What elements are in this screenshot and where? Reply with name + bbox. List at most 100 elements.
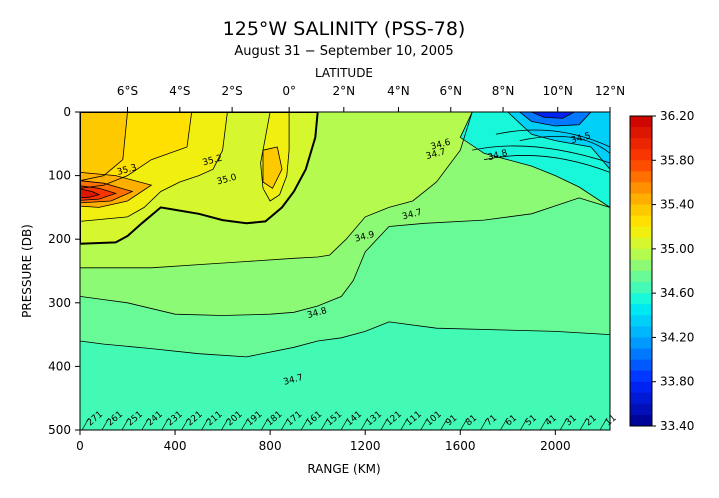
colorbar-band-9 <box>630 215 652 228</box>
colorbar-frame <box>629 115 653 427</box>
colorbar-band-10 <box>630 226 652 239</box>
contour-line-14 <box>459 112 610 208</box>
y-tick-label-1: 100 <box>48 169 71 183</box>
colorbar-band-2 <box>630 138 652 150</box>
contour-line-1 <box>80 112 610 358</box>
colorbar-band-19 <box>630 326 652 338</box>
colorbar-tick-label-5: 34.20 <box>660 330 694 344</box>
colorbar-band-1 <box>630 127 652 139</box>
station-marker-4 <box>161 417 169 431</box>
x-tick-label-1: 400 <box>164 439 187 453</box>
station-marker-3 <box>141 417 150 431</box>
axes: 0 400 800 1200 1600 2000 0 100 200 300 400 500 6°S 4°… <box>48 84 625 453</box>
chart-subtitle: August 31 − September 10, 2005 <box>234 44 453 59</box>
contour-line-10 <box>80 171 153 208</box>
colorbar-band-17 <box>630 304 652 316</box>
station-marker-16 <box>400 417 409 431</box>
station-marker-24 <box>559 417 568 431</box>
station-marker-20 <box>480 417 488 431</box>
front-contour-line-3 <box>483 155 610 173</box>
station-marker-19 <box>460 417 468 431</box>
y-tick-label-4: 400 <box>48 359 71 373</box>
station-marker-0 <box>81 417 90 431</box>
station-marker-13 <box>340 417 349 431</box>
colorbar-band-8 <box>630 204 652 217</box>
salinity-fill-bands <box>80 112 610 430</box>
colorbar-band-22 <box>630 359 652 372</box>
x-tick-label-4: 1600 <box>445 439 476 453</box>
front-contour-line-1 <box>519 136 610 154</box>
colorbar-band-18 <box>630 315 652 327</box>
station-marker-22 <box>520 417 528 431</box>
lat-tick-label-3: 0° <box>282 84 296 98</box>
salinity-band-15 <box>507 112 610 170</box>
station-marker-5 <box>181 417 189 431</box>
colorbar-band-4 <box>630 160 652 172</box>
colorbar-tick-label-3: 35.00 <box>660 242 694 256</box>
contour-line-12 <box>80 185 118 201</box>
y-tick-label-3: 300 <box>48 296 71 310</box>
colorbar-band-27 <box>630 414 652 427</box>
front-contour-line-0 <box>495 129 610 148</box>
colorbar-band-20 <box>630 337 652 349</box>
colorbar-band-3 <box>630 149 652 161</box>
contour-lines <box>80 112 610 430</box>
lat-tick-label-2: 2°S <box>221 84 242 98</box>
contour-line-7 <box>80 112 193 189</box>
colorbar-band-21 <box>630 348 652 361</box>
plot-area <box>80 112 610 430</box>
lat-tick-label-4: 2°N <box>332 84 355 98</box>
colorbar-band-16 <box>630 293 652 305</box>
contour-label-2: 35.2 <box>202 154 224 169</box>
station-marker-6 <box>201 417 209 431</box>
x-tick-label-2: 800 <box>259 439 282 453</box>
x-tick-label-3: 1200 <box>350 439 381 453</box>
station-marker-2 <box>121 417 130 431</box>
colorbar-tick-label-0: 36.20 <box>660 109 694 123</box>
contour-line-16 <box>519 112 592 127</box>
y-tick-label-0: 0 <box>63 105 71 119</box>
plot-frame <box>79 111 611 431</box>
contour-line-11 <box>80 180 134 204</box>
x-axis-label: RANGE (KM) <box>307 462 380 476</box>
colorbar-band-14 <box>630 271 652 283</box>
lat-tick-label-1: 4°S <box>169 84 190 98</box>
front-contour-line-2 <box>472 145 610 164</box>
station-marker-1 <box>101 417 110 431</box>
station-marker-8 <box>241 417 249 431</box>
contour-line-4 <box>80 112 319 245</box>
contour-line-5 <box>80 112 228 222</box>
contour-line-3 <box>80 112 473 269</box>
station-marker-21 <box>500 417 508 431</box>
contour-line-9 <box>262 146 283 189</box>
y-tick-label-5: 500 <box>48 423 71 437</box>
colorbar-band-24 <box>630 381 652 394</box>
colorbar-band-0 <box>630 116 652 128</box>
x-tick-label-0: 0 <box>76 439 84 453</box>
station-marker-14 <box>360 417 369 431</box>
colorbar-band-12 <box>630 248 652 261</box>
station-marker-12 <box>320 417 329 431</box>
station-marker-18 <box>440 417 448 431</box>
colorbar-tick-label-1: 35.80 <box>660 153 694 167</box>
colorbar-band-11 <box>630 237 652 250</box>
colorbar-band-23 <box>630 370 652 383</box>
station-marker-11 <box>300 417 309 431</box>
colorbar-band-15 <box>630 282 652 294</box>
y-axis-label: PRESSURE (DB) <box>20 224 34 318</box>
salinity-band-17 <box>531 112 575 119</box>
contour-label-8: 34.7 <box>401 208 423 223</box>
x-tick-label-5: 2000 <box>540 439 571 453</box>
salinity-band-8 <box>80 112 128 181</box>
contour-line-15 <box>507 112 610 170</box>
station-marker-10 <box>280 417 289 431</box>
lat-tick-label-7: 8°N <box>492 84 515 98</box>
contour-label-4: 34.7 <box>425 147 447 162</box>
colorbar-band-25 <box>630 392 652 405</box>
contour-line-13 <box>80 188 101 199</box>
y-tick-label-2: 200 <box>48 232 71 246</box>
colorbar-band-13 <box>630 259 652 272</box>
station-marker-26 <box>599 417 608 431</box>
colorbar: 36.20 35.80 35.40 35.00 34.60 34.20 33.80 33.40 <box>629 109 694 433</box>
colorbar-tick-label-6: 33.80 <box>660 375 694 389</box>
